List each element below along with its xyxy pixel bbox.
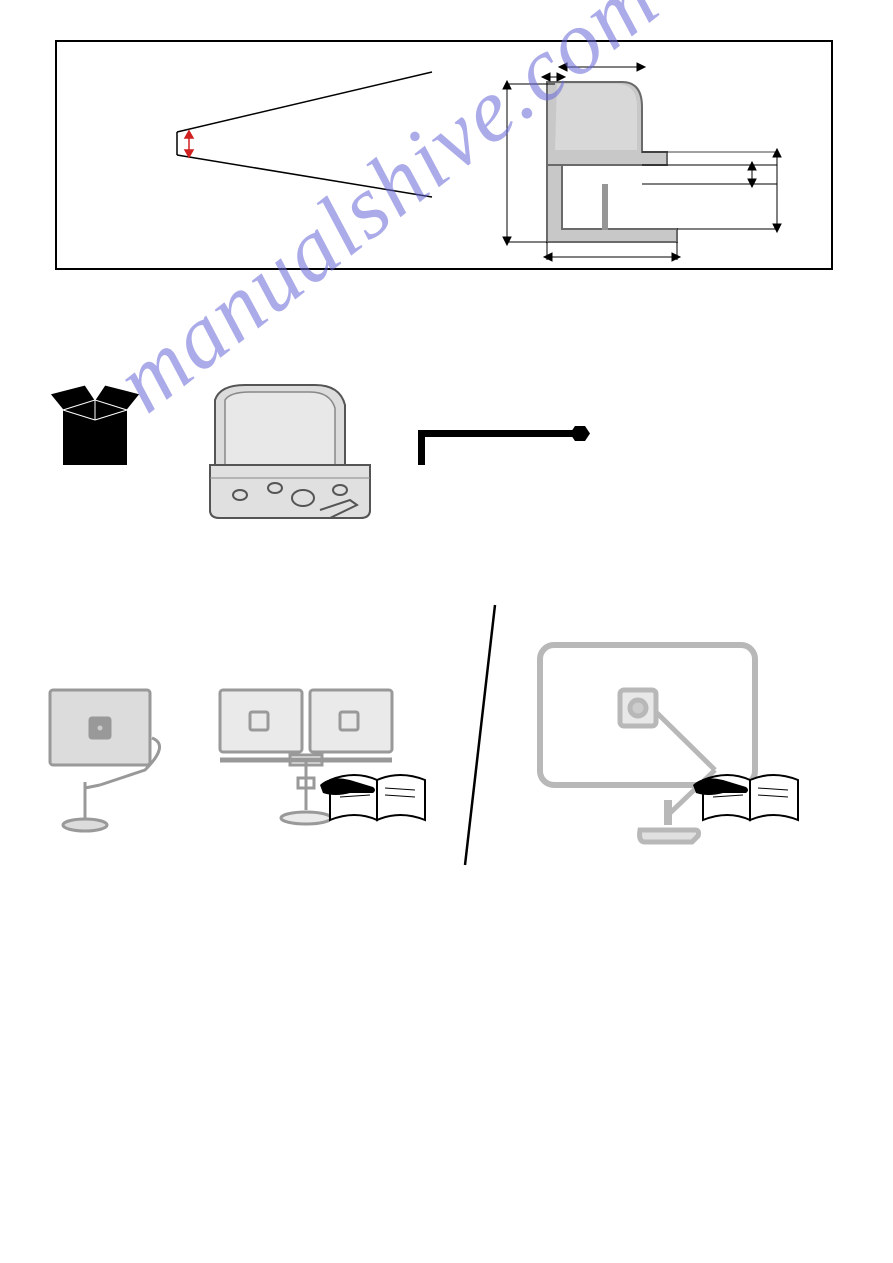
u-clamp-bracket-illustration [185, 370, 375, 555]
clamp-profile-diagram [447, 42, 827, 268]
divider-line [480, 600, 481, 860]
manual-reference-icon [688, 745, 818, 840]
specifications-diagram-box [55, 40, 833, 270]
product-reference-row [50, 600, 840, 880]
allen-wrench-illustration [403, 415, 603, 490]
components-row [45, 380, 845, 560]
manual-reference-icon [315, 745, 445, 840]
package-box-icon [45, 380, 145, 485]
desk-thickness-diagram [57, 42, 437, 268]
manual-page: manualshive.com [0, 0, 893, 1263]
